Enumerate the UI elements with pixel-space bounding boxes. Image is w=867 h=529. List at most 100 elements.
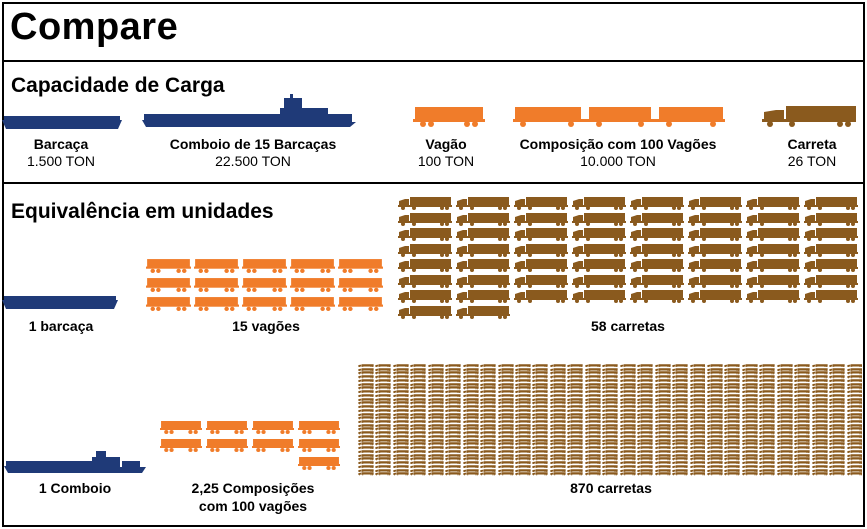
truck-icon xyxy=(688,212,742,226)
wagon-icon xyxy=(194,259,239,273)
truck-icon xyxy=(358,438,374,442)
truck-icon xyxy=(410,416,427,420)
truck-icon xyxy=(410,420,427,424)
truck-icon xyxy=(515,394,531,398)
truck-icon xyxy=(427,472,444,476)
truck-icon xyxy=(532,435,549,439)
truck-icon xyxy=(584,457,601,461)
truck-icon xyxy=(398,259,452,272)
truck-icon xyxy=(480,450,497,454)
truck-icon xyxy=(759,420,776,424)
truck-icon xyxy=(392,394,409,398)
truck-icon xyxy=(741,379,758,383)
truck-icon xyxy=(392,465,409,469)
truck-icon xyxy=(480,382,497,386)
truck-icon xyxy=(829,401,846,405)
truck-icon xyxy=(515,420,531,424)
truck-icon xyxy=(515,401,531,405)
truck-icon xyxy=(398,243,452,257)
truck-icon xyxy=(497,416,514,420)
truck-icon xyxy=(584,409,601,413)
truck-icon xyxy=(706,401,723,405)
truck-icon xyxy=(572,212,626,226)
truck-icon xyxy=(794,401,811,405)
truck-icon xyxy=(445,450,462,454)
truck-icon xyxy=(776,367,793,372)
truck-icon xyxy=(567,461,584,465)
truck-icon xyxy=(706,394,723,398)
truck-icon xyxy=(462,416,479,420)
truck-icon xyxy=(358,468,374,472)
truck-icon xyxy=(532,382,549,386)
truck-icon xyxy=(619,382,636,386)
truck-icon xyxy=(515,386,531,390)
truck-icon xyxy=(392,420,409,424)
truck-icon xyxy=(654,364,671,368)
truck-icon xyxy=(794,431,811,435)
truck-icon xyxy=(392,427,409,431)
truck-icon xyxy=(427,446,444,450)
truck-icon xyxy=(567,401,584,405)
truck-icon xyxy=(724,364,741,368)
truck-icon xyxy=(829,457,846,461)
truck-icon xyxy=(637,386,654,390)
truck-icon xyxy=(654,405,671,409)
truck-icon xyxy=(846,379,863,383)
truck-icon xyxy=(462,442,479,446)
truck-icon xyxy=(456,274,510,288)
truck-icon xyxy=(497,450,514,454)
truck-icon xyxy=(584,379,601,383)
truck-icon xyxy=(532,468,549,472)
truck-icon xyxy=(654,371,671,375)
truck-icon xyxy=(794,468,811,472)
truck-icon xyxy=(549,438,566,442)
truck-icon xyxy=(759,394,776,398)
truck-icon xyxy=(549,461,566,465)
truck-icon xyxy=(630,197,684,210)
truck-icon xyxy=(515,409,531,413)
truck-icon xyxy=(776,364,793,368)
truck-icon xyxy=(811,431,828,435)
wagon-icon xyxy=(194,278,239,292)
truck-icon xyxy=(619,465,636,469)
truck-icon xyxy=(410,438,427,442)
truck-icon xyxy=(619,442,636,446)
truck-icon xyxy=(776,397,793,401)
row2-trucks-label: 870 carretas xyxy=(570,480,652,496)
truck-icon xyxy=(619,390,636,394)
truck-icon xyxy=(637,367,654,372)
truck-icon xyxy=(759,364,776,368)
truck-icon xyxy=(602,438,619,442)
truck-icon xyxy=(462,364,479,368)
truck-icon xyxy=(759,465,776,469)
composition-icon xyxy=(298,457,340,470)
truck-icon xyxy=(515,453,531,457)
truck-icon xyxy=(654,450,671,454)
truck-icon xyxy=(514,243,568,257)
truck-icon xyxy=(398,305,452,319)
truck-icon xyxy=(637,390,654,394)
truck-icon xyxy=(584,416,601,420)
capacity-composition: Composição com 100 Vagões 10.000 TON xyxy=(504,136,732,170)
truck-icon xyxy=(392,423,409,428)
truck-icon xyxy=(567,375,584,379)
wagon-icon xyxy=(146,259,191,273)
truck-icon xyxy=(532,364,549,368)
truck-icon xyxy=(672,401,688,405)
truck-icon xyxy=(706,412,723,416)
truck-icon xyxy=(759,453,776,457)
truck-icon xyxy=(532,375,549,379)
truck-icon xyxy=(794,390,811,394)
truck-icon xyxy=(445,416,462,420)
truck-icon xyxy=(392,390,409,394)
truck-icon xyxy=(462,401,479,405)
truck-icon xyxy=(515,412,531,416)
truck-icon xyxy=(741,420,758,424)
truck-icon xyxy=(846,367,863,372)
truck-icon xyxy=(672,435,688,439)
truck-icon xyxy=(462,435,479,439)
truck-icon xyxy=(746,228,800,241)
truck-icon xyxy=(497,431,514,435)
truck-icon xyxy=(654,420,671,424)
